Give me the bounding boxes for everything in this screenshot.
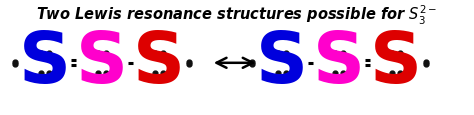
Text: S: S [370,29,422,97]
Text: S: S [133,29,185,97]
Text: S: S [313,29,365,97]
Text: S: S [256,29,308,97]
Text: S: S [19,29,71,97]
Text: Two Lewis resonance structures possible for $S_3^{2-}$: Two Lewis resonance structures possible … [36,3,438,26]
Text: S: S [76,29,128,97]
